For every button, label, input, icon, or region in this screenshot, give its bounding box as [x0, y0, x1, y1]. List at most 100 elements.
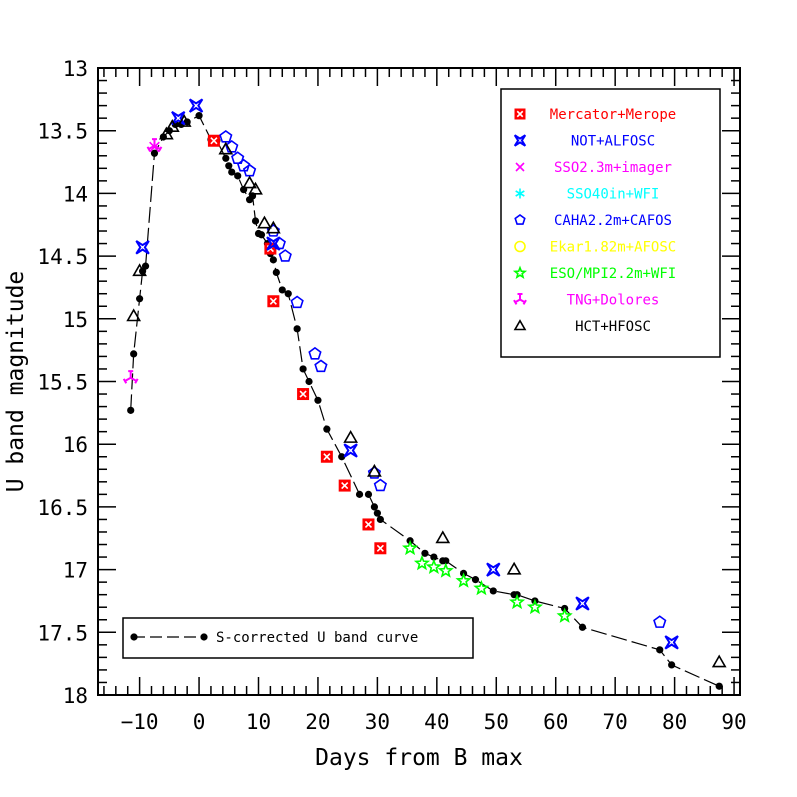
- marker-x: [341, 481, 349, 490]
- data-point: [437, 562, 454, 578]
- data-point: [343, 443, 358, 458]
- data-point: [265, 220, 281, 234]
- y-axis-label: U band magnitude: [3, 271, 29, 493]
- x-axis-label: Days from B max: [315, 745, 523, 771]
- curve-point: [668, 661, 676, 669]
- marker-x: [269, 297, 277, 305]
- curve-point: [421, 549, 429, 557]
- data-point: [149, 141, 160, 153]
- legend-item: SSO40in+WFI: [515, 187, 660, 203]
- legend-item: CAHA2.2m+CAFOS: [514, 213, 672, 229]
- legend-item: TNG+Dolores: [513, 293, 660, 309]
- marker-triangle: [158, 126, 174, 140]
- marker-circle: [514, 240, 526, 253]
- curve-point: [225, 162, 233, 170]
- data-point: [188, 98, 204, 113]
- legend-box: [500, 88, 721, 358]
- marker-triangle: [506, 561, 522, 575]
- x-tick-label: 40: [424, 710, 449, 734]
- data-point: [374, 542, 387, 555]
- marker-star4: [575, 596, 590, 611]
- marker-star5: [508, 593, 526, 610]
- data-point: [320, 450, 333, 463]
- legend-item: Ekar1.82m+AFOSC: [514, 240, 676, 256]
- y-tick-label: 18: [63, 684, 88, 708]
- marker-star5: [512, 265, 528, 280]
- x-tick-label: 30: [365, 710, 390, 734]
- marker-star5: [473, 579, 490, 596]
- curve-point: [136, 295, 144, 303]
- marker-asterisk: [515, 188, 525, 199]
- marker-star5: [425, 558, 442, 574]
- curve-legend-dot: [200, 633, 208, 641]
- y-tick-label: 15.5: [37, 371, 88, 395]
- marker-triangle: [711, 654, 727, 668]
- data-point: [653, 615, 667, 628]
- data-point: [272, 236, 286, 250]
- marker-star5: [413, 554, 431, 571]
- x-tick-label: −10: [121, 710, 159, 734]
- data-point: [242, 175, 257, 189]
- data-point: [171, 111, 186, 126]
- marker-triangle: [367, 463, 382, 477]
- curve-point: [272, 268, 280, 277]
- series-pentagon: [219, 129, 667, 628]
- marker-pentagon: [272, 236, 286, 250]
- curve-point: [578, 623, 587, 631]
- curve-point: [299, 365, 307, 373]
- series-tri3: [122, 138, 163, 384]
- y-tick-label: 16: [63, 433, 88, 457]
- curve-legend: S-corrected U band curve: [122, 617, 474, 659]
- data-point: [413, 554, 431, 571]
- marker-pentagon: [278, 249, 292, 262]
- legend-label: Mercator+Merope: [550, 107, 676, 123]
- marker-pentagon: [290, 295, 304, 309]
- data-marks: [122, 98, 727, 690]
- marker-x: [323, 453, 331, 461]
- marker-triangle: [126, 308, 142, 322]
- data-point: [486, 562, 501, 577]
- curve-legend-box: [122, 617, 474, 659]
- x-tick-label: 70: [603, 710, 628, 734]
- curve-legend-dot: [130, 633, 138, 641]
- marker-cross: [149, 141, 160, 153]
- data-point: [164, 119, 180, 132]
- marker-triangle: [218, 141, 234, 155]
- legend-label: TNG+Dolores: [567, 293, 660, 309]
- marker-triangle: [242, 175, 257, 189]
- curve-point: [323, 425, 331, 433]
- marker-tri3: [122, 370, 139, 384]
- marker-tri3: [513, 293, 527, 305]
- data-point: [308, 346, 322, 360]
- marker-triangle: [164, 119, 180, 132]
- marker-x: [364, 520, 373, 529]
- axes: −10 0 10 20 30 40 50 60 70 80 90 13 13.5 14 14.5 15 15.5…: [37, 57, 746, 734]
- data-point: [207, 134, 220, 147]
- series-cross: [149, 141, 160, 153]
- y-tick-label: 17: [63, 559, 88, 583]
- legend-label: SSO40in+WFI: [567, 187, 660, 203]
- data-point: [506, 561, 522, 575]
- series-triangle: [126, 114, 727, 668]
- x-tick-label: 90: [721, 710, 746, 734]
- marker-triangle: [343, 430, 359, 443]
- curve-point: [195, 112, 203, 120]
- marker-triangle: [176, 114, 192, 127]
- curve-point: [257, 231, 266, 239]
- marker-triangle: [265, 220, 281, 234]
- marker-pentagon: [373, 478, 388, 492]
- marker-star4: [486, 562, 501, 577]
- marker-star4: [135, 240, 150, 255]
- data-point: [711, 654, 727, 668]
- marker-star4: [664, 635, 679, 650]
- curve-point: [278, 286, 286, 294]
- data-point: [122, 370, 139, 384]
- x-tick-label: 50: [484, 710, 509, 734]
- data-point: [401, 539, 419, 556]
- legend-item: ESO/MPI2.2m+WFI: [512, 265, 676, 282]
- legend-label: Ekar1.82m+AFOSC: [550, 240, 676, 256]
- marker-star5: [437, 562, 454, 578]
- legend-label: CAHA2.2m+CAFOS: [554, 213, 672, 229]
- data-point: [314, 359, 328, 373]
- marker-star4: [513, 134, 527, 147]
